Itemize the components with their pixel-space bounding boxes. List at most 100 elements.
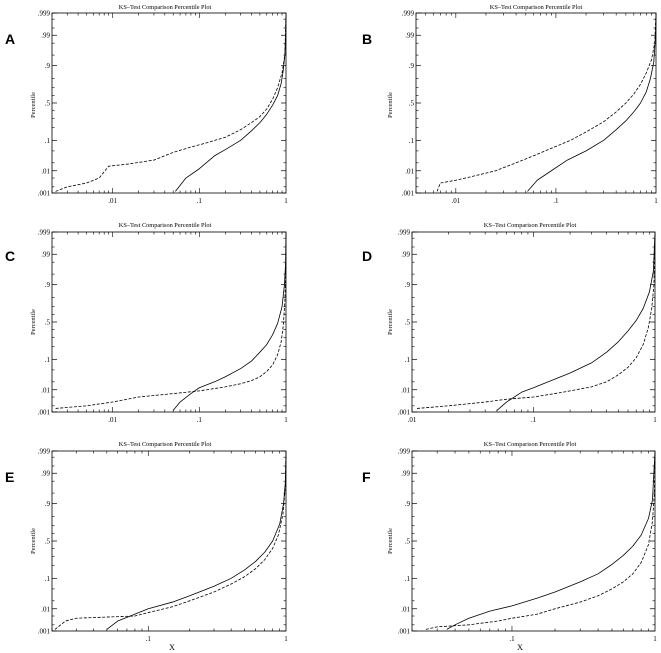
y-tick-label: .001 — [38, 409, 51, 417]
x-tick-label: .1 — [531, 416, 537, 424]
plot-frame — [51, 12, 287, 194]
panel-title: KS–Test Comparison Percentile Plot — [119, 222, 212, 229]
y-tick-label: .9 — [45, 281, 51, 289]
y-tick-label: .1 — [409, 137, 415, 145]
x-tick-label: 1 — [284, 416, 288, 424]
plot-frame — [411, 450, 656, 632]
panel-c: C KS–Test Comparison Percentile Plot Per… — [5, 222, 288, 424]
x-tick-label: .1 — [146, 635, 152, 643]
y-tick-label: .5 — [45, 100, 51, 108]
y-tick-label: .999 — [38, 448, 51, 456]
solid-series-line — [527, 12, 657, 192]
dashed-series-line — [416, 231, 656, 409]
y-axis-label: Percentile — [387, 92, 394, 118]
dashed-series-line — [55, 231, 287, 409]
y-tick-label: .99 — [41, 470, 50, 478]
y-tick-label: .5 — [409, 100, 415, 108]
panel-d: D KS–Test Comparison Percentile Plot Per… — [362, 222, 657, 424]
plot-area: .001 .01 .1 .5 .9 .99 .999 .01 .1 1 — [38, 10, 289, 206]
plot-frame — [51, 450, 287, 632]
x-tick-label: .01 — [108, 416, 117, 424]
x-axis-label: X — [169, 643, 175, 652]
plot-area: .001 .01 .1 .5 .9 .99 .999 .1 1 — [398, 448, 658, 644]
y-tick-label: .1 — [405, 356, 411, 364]
panel-letter: E — [5, 469, 14, 485]
plot-area: .001 .01 .1 .5 .9 .99 .999 .01 .1 1 — [38, 229, 289, 425]
dashed-series-line — [54, 450, 287, 630]
x-tick-label: .1 — [197, 197, 203, 205]
y-tick-label: .5 — [45, 319, 51, 327]
y-axis-label: Percentile — [30, 92, 37, 118]
y-tick-label: .01 — [405, 167, 414, 175]
plot-frame — [51, 231, 287, 413]
y-tick-label: .999 — [398, 448, 411, 456]
y-tick-label: .001 — [398, 628, 411, 636]
x-axis-label: X — [517, 643, 523, 652]
x-tick-label: 1 — [653, 416, 657, 424]
x-tick-label: .01 — [451, 197, 460, 205]
y-tick-label: .5 — [45, 538, 51, 546]
y-tick-label: .01 — [41, 167, 50, 175]
plot-frame — [415, 12, 657, 194]
plot-frame — [411, 231, 656, 413]
y-tick-label: .001 — [402, 190, 415, 198]
x-tick-label: 1 — [284, 197, 288, 205]
y-tick-label: .9 — [409, 62, 415, 70]
panel-title: KS–Test Comparison Percentile Plot — [484, 222, 577, 229]
y-tick-label: .001 — [38, 628, 51, 636]
solid-series-line — [496, 231, 656, 411]
panel-a: A KS–Test Comparison Percentile Plot Per… — [5, 4, 288, 205]
y-tick-label: .999 — [402, 10, 415, 18]
panel-e: E KS–Test Comparison Percentile Plot Per… — [5, 441, 288, 652]
y-tick-label: .999 — [38, 10, 51, 18]
y-axis-label: Percentile — [30, 528, 37, 554]
solid-series-line — [446, 450, 656, 630]
solid-series-line — [175, 12, 287, 192]
dashed-series-line — [425, 450, 656, 630]
y-tick-label: .01 — [401, 386, 410, 394]
y-tick-label: .1 — [45, 137, 51, 145]
y-tick-label: .99 — [405, 32, 414, 40]
y-tick-label: .01 — [401, 605, 410, 613]
x-tick-label: .01 — [408, 416, 417, 424]
y-tick-label: .1 — [405, 575, 411, 583]
y-tick-label: .99 — [41, 251, 50, 259]
panel-title: KS–Test Comparison Percentile Plot — [119, 4, 212, 11]
y-tick-label: .9 — [405, 500, 411, 508]
x-tick-label: .1 — [197, 416, 203, 424]
panel-b: B KS–Test Comparison Percentile Plot Per… — [362, 4, 658, 205]
y-tick-label: .99 — [401, 470, 410, 478]
panel-letter: C — [5, 248, 15, 264]
solid-series-line — [172, 231, 287, 411]
solid-series-line — [106, 450, 287, 630]
x-tick-label: 1 — [284, 635, 288, 643]
y-tick-label: .01 — [41, 605, 50, 613]
y-tick-label: .001 — [38, 190, 51, 198]
x-tick-label: 1 — [653, 635, 657, 643]
x-tick-label: 1 — [654, 197, 658, 205]
x-tick-label: .01 — [108, 197, 117, 205]
y-tick-label: .9 — [405, 281, 411, 289]
y-tick-label: .9 — [45, 500, 51, 508]
y-tick-label: .5 — [405, 538, 411, 546]
y-tick-label: .9 — [45, 62, 51, 70]
y-axis-label: Percentile — [30, 309, 37, 335]
panel-letter: A — [5, 31, 15, 47]
plot-area: .001 .01 .1 .5 .9 .99 .999 .01 .1 1 — [402, 10, 659, 206]
y-tick-label: .999 — [398, 229, 411, 237]
panel-title: KS–Test Comparison Percentile Plot — [484, 441, 577, 448]
y-tick-label: .01 — [41, 386, 50, 394]
panel-letter: D — [362, 248, 372, 264]
y-tick-label: .99 — [41, 32, 50, 40]
dashed-series-line — [436, 12, 657, 192]
y-axis-label: Percentile — [387, 309, 394, 335]
y-tick-label: .1 — [45, 575, 51, 583]
y-tick-label: .99 — [401, 251, 410, 259]
panel-title: KS–Test Comparison Percentile Plot — [119, 441, 212, 448]
x-tick-label: .1 — [553, 197, 559, 205]
y-tick-label: .1 — [45, 356, 51, 364]
y-tick-label: .999 — [38, 229, 51, 237]
panel-f: F KS–Test Comparison Percentile Plot Per… — [362, 441, 657, 652]
plot-area: .001.01.1.5.9.99.999.01.1 1 — [398, 229, 658, 425]
